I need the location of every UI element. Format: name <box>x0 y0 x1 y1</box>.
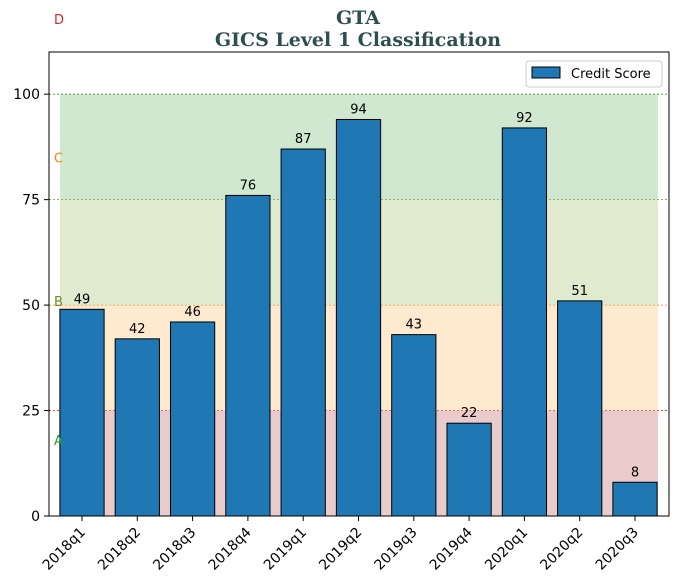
x-tick-label: 2020q3 <box>593 525 642 574</box>
band-label-b: B <box>54 295 63 310</box>
data-label: 76 <box>240 178 257 193</box>
chart-subtitle: GICS Level 1 Classification <box>215 29 501 51</box>
data-label: 8 <box>631 465 639 480</box>
bar <box>59 308 105 517</box>
band-labels-group: A B C D <box>54 13 64 449</box>
data-label: 46 <box>184 305 201 320</box>
data-labels-group: 49 42 46 76 87 94 43 22 92 51 8 <box>74 102 639 480</box>
bar <box>280 148 326 517</box>
x-axis: 2018q1 2018q2 2018q3 2018q4 2019q1 2019q2 2019… <box>40 516 642 574</box>
data-label: 49 <box>74 292 91 307</box>
data-label: 51 <box>571 284 588 299</box>
y-tick-label: 0 <box>31 509 40 525</box>
x-tick-label: 2018q2 <box>95 525 144 574</box>
x-tick-label: 2018q3 <box>150 525 199 574</box>
y-tick-label: 75 <box>22 193 40 209</box>
bar <box>501 127 548 517</box>
data-label: 87 <box>295 132 312 147</box>
y-tick-label: 25 <box>22 404 40 420</box>
band-label-c: C <box>54 151 63 166</box>
y-tick-label: 100 <box>13 87 40 103</box>
x-tick-label: 2020q1 <box>482 525 531 574</box>
bar <box>446 422 492 517</box>
bar <box>169 321 216 517</box>
x-tick-label: 2018q1 <box>40 525 89 574</box>
x-tick-label: 2019q2 <box>316 525 365 574</box>
y-tick-label: 50 <box>22 298 40 314</box>
bar <box>114 338 160 517</box>
legend-label: Credit Score <box>571 67 651 82</box>
bar <box>225 194 271 517</box>
legend-swatch <box>531 66 561 79</box>
bar <box>391 334 437 517</box>
data-label: 94 <box>350 102 367 117</box>
bar <box>612 481 658 517</box>
x-tick-label: 2020q2 <box>537 525 586 574</box>
band-label-a: A <box>54 434 63 449</box>
chart-title: GTA <box>336 7 380 29</box>
x-tick-label: 2018q4 <box>206 524 255 573</box>
band-label-d: D <box>54 13 64 28</box>
x-tick-label: 2019q1 <box>261 525 310 574</box>
legend: Credit Score <box>525 60 663 88</box>
y-axis: 0 25 50 75 100 <box>13 87 49 525</box>
data-label: 42 <box>129 322 146 337</box>
bar <box>335 118 382 517</box>
data-label: 22 <box>461 406 478 421</box>
data-label: 92 <box>516 111 533 126</box>
x-tick-label: 2019q3 <box>372 525 421 574</box>
bars-group <box>59 118 658 517</box>
plot-frame <box>48 51 670 517</box>
data-label: 43 <box>406 318 423 333</box>
x-tick-label: 2019q4 <box>427 524 476 573</box>
bar <box>557 300 603 517</box>
